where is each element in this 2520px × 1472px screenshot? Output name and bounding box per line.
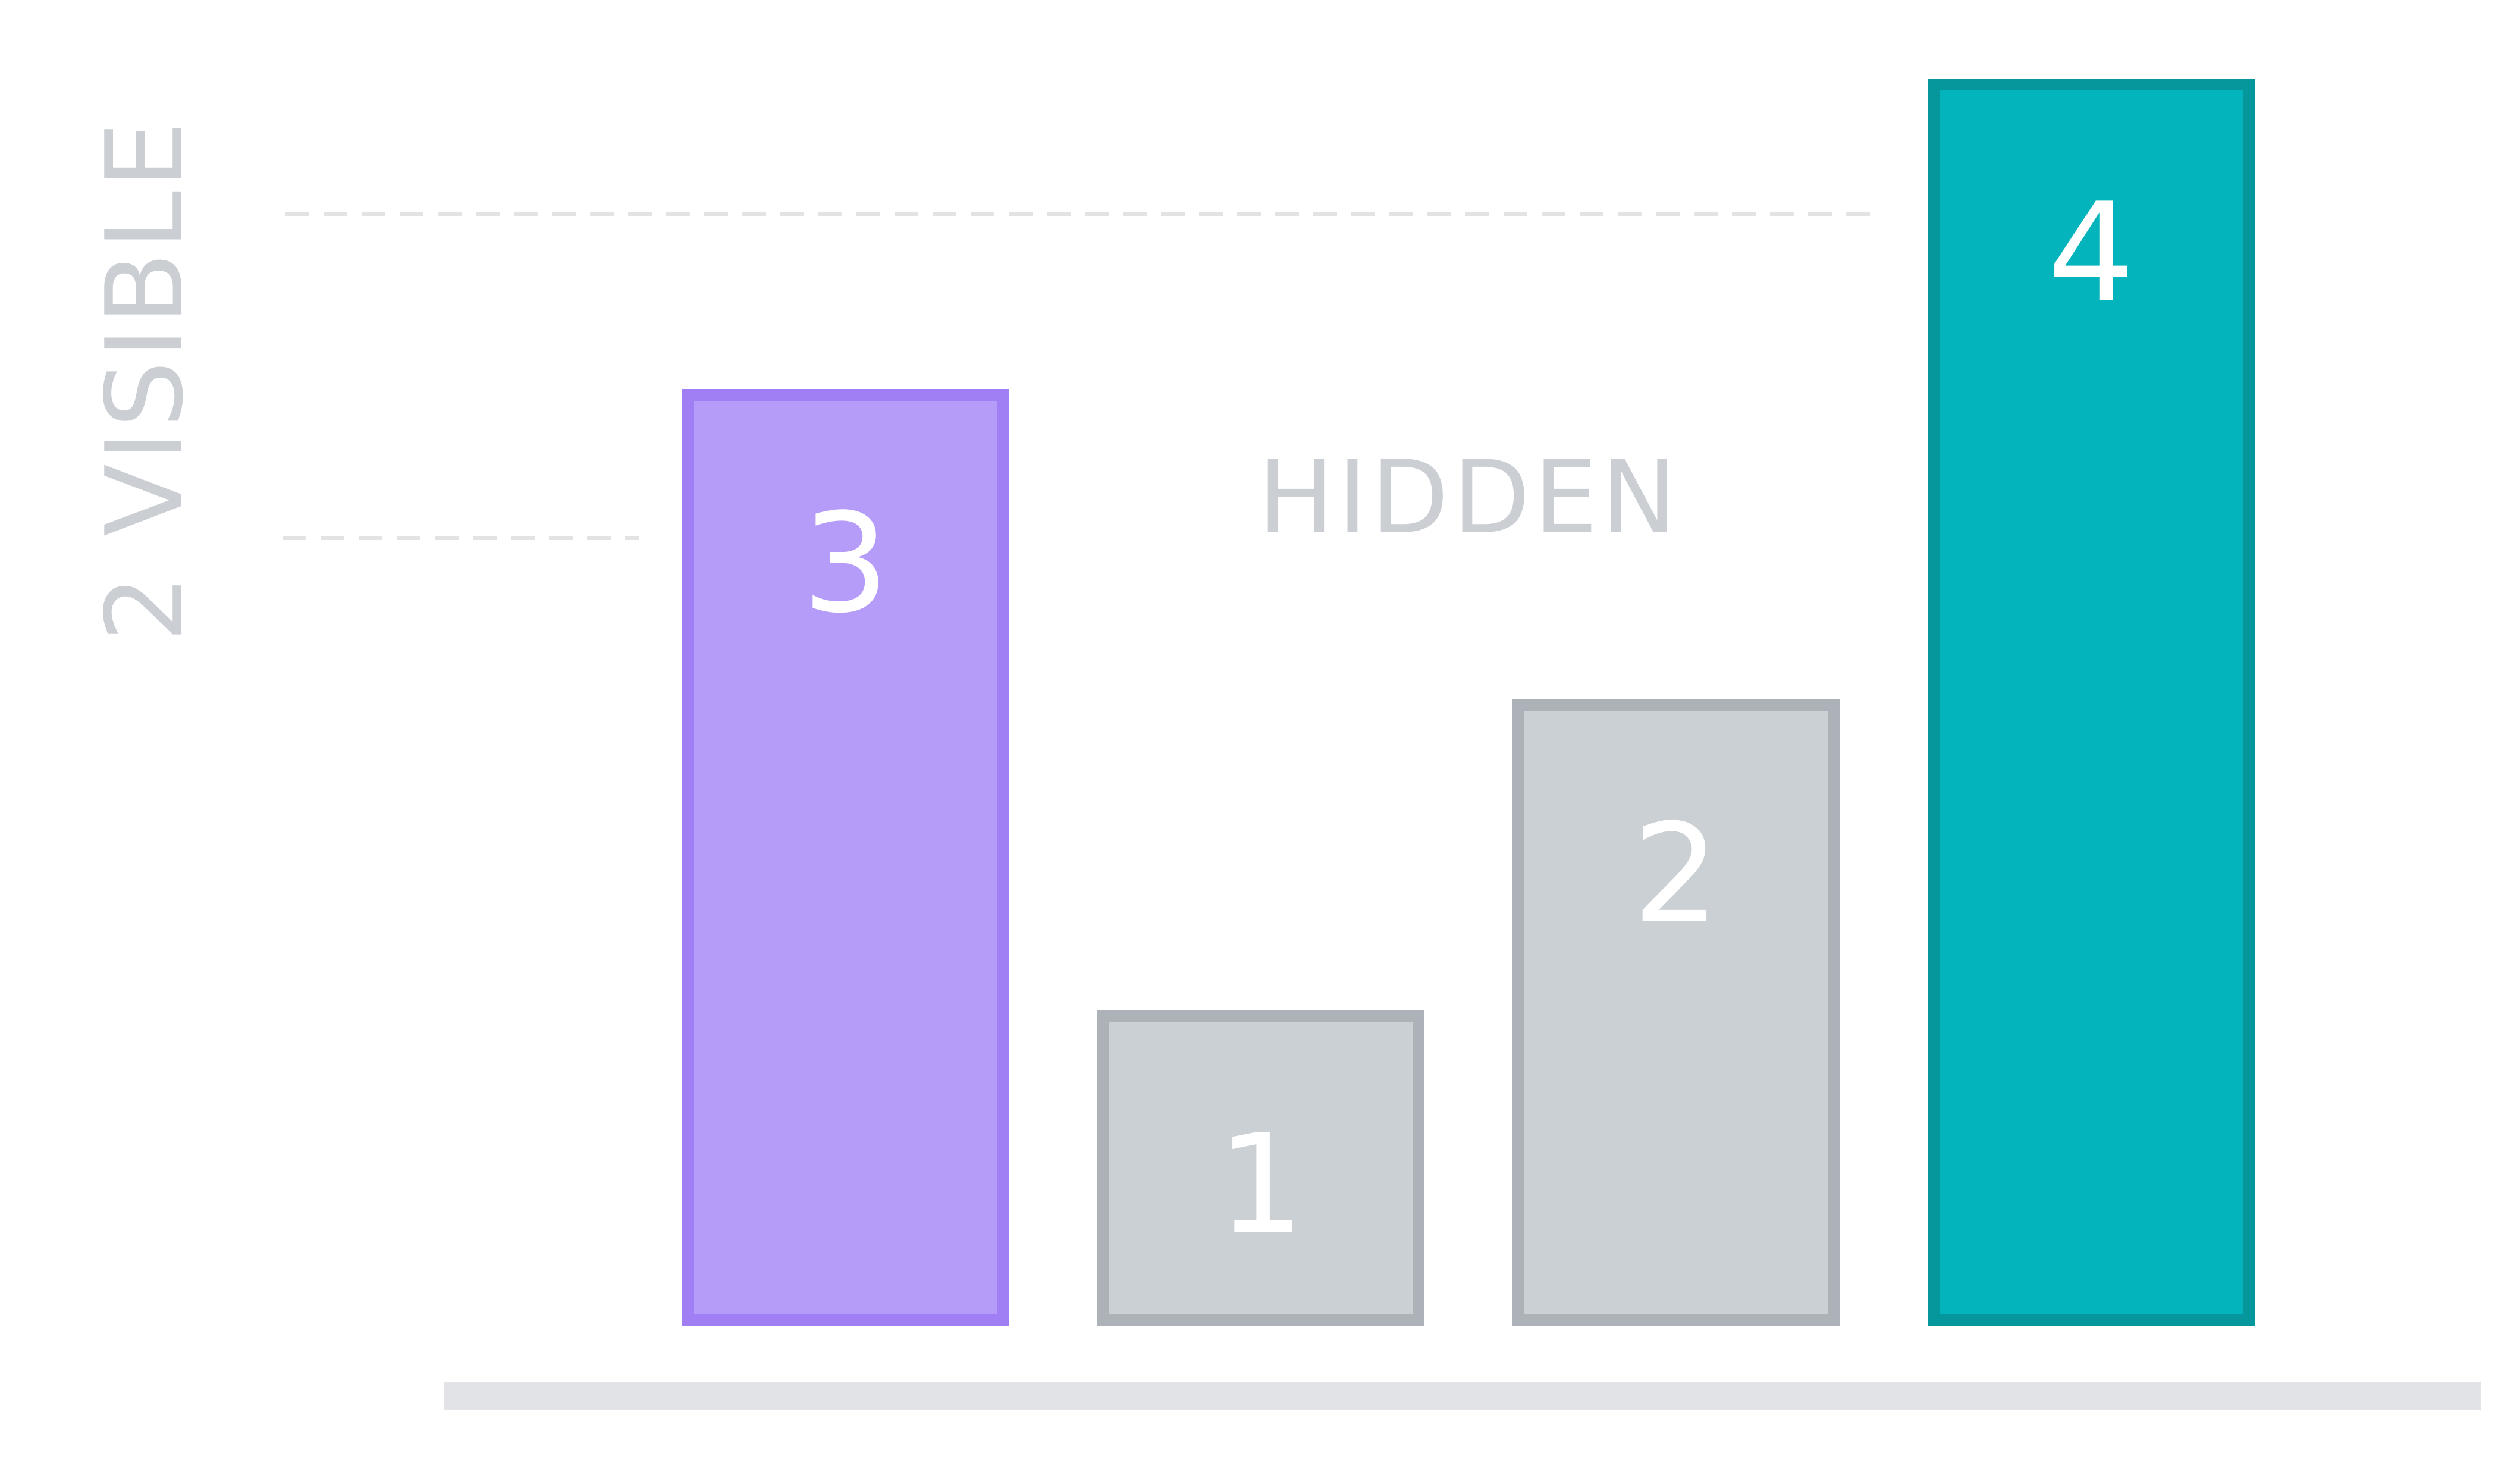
bar-label-4: 4: [2047, 174, 2135, 333]
bar-4: 4: [1928, 79, 2255, 1326]
top-guide-line: [285, 212, 1879, 216]
bar-3: 3: [682, 389, 1009, 1326]
bar-2: 2: [1512, 699, 1840, 1326]
bar-label-2: 2: [1632, 795, 1720, 954]
bar-label-3: 3: [802, 485, 890, 644]
bar-label-1: 1: [1217, 1106, 1305, 1264]
bar-1: 1: [1097, 1010, 1424, 1326]
baseline: [444, 1382, 2481, 1410]
bottom-guide-line: [283, 536, 639, 540]
visible-count-label: 2 VISIBLE: [83, 119, 206, 642]
hidden-label: HIDDEN: [1258, 439, 1681, 557]
